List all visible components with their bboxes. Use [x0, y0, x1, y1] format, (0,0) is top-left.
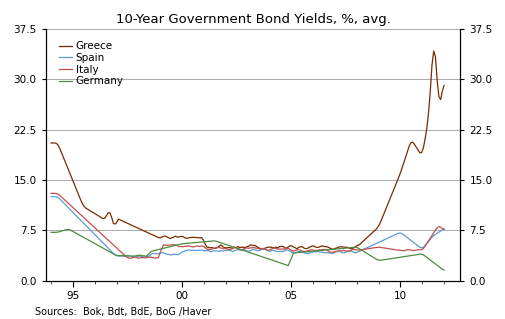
Legend: Greece, Spain, Italy, Germany: Greece, Spain, Italy, Germany — [59, 41, 123, 86]
Italy — [359, 248, 365, 251]
Greece — [330, 248, 336, 251]
Title: 10-Year Government Bond Yields, %, avg.: 10-Year Government Bond Yields, %, avg. — [115, 13, 390, 26]
Germany — [342, 246, 348, 250]
Spain — [148, 252, 154, 256]
Italy — [304, 249, 310, 253]
Spain — [359, 248, 365, 252]
Germany — [385, 257, 391, 261]
Greece — [148, 233, 154, 236]
Greece — [385, 200, 391, 204]
Italy — [127, 256, 133, 260]
Germany — [359, 249, 365, 253]
Italy — [148, 256, 154, 259]
Italy — [385, 247, 391, 251]
Greece — [302, 247, 308, 250]
Line: Greece: Greece — [51, 51, 443, 249]
Text: Sources:  Bok, Bdt, BdE, BoG /Haver: Sources: Bok, Bdt, BdE, BoG /Haver — [35, 308, 212, 317]
Spain — [131, 256, 137, 259]
Greece — [146, 232, 153, 235]
Greece — [342, 245, 348, 249]
Italy — [48, 191, 54, 195]
Italy — [440, 227, 446, 231]
Germany — [65, 227, 71, 231]
Italy — [342, 249, 348, 253]
Germany — [148, 249, 154, 253]
Germany — [440, 268, 446, 272]
Line: Italy: Italy — [51, 193, 443, 258]
Spain — [150, 252, 156, 256]
Greece — [440, 83, 446, 87]
Italy — [150, 256, 156, 260]
Spain — [304, 252, 310, 256]
Spain — [342, 251, 348, 255]
Germany — [150, 249, 156, 253]
Greece — [359, 240, 365, 243]
Greece — [430, 49, 436, 53]
Spain — [385, 236, 391, 240]
Germany — [48, 230, 54, 234]
Greece — [48, 141, 54, 145]
Line: Spain: Spain — [51, 197, 443, 257]
Germany — [304, 250, 310, 254]
Spain — [48, 195, 54, 199]
Line: Germany: Germany — [51, 229, 443, 270]
Spain — [440, 227, 446, 231]
